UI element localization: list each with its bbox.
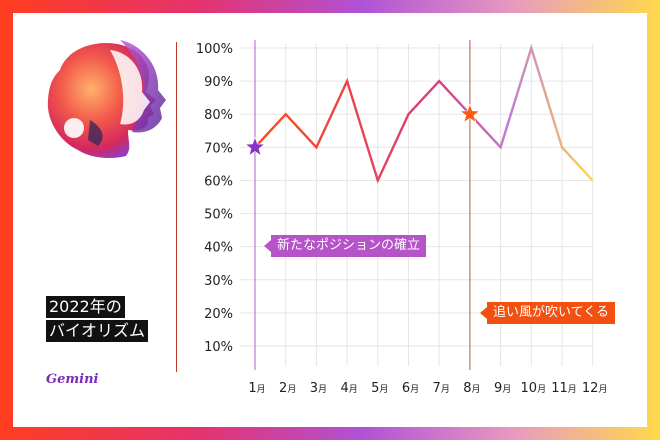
y-tick-label: 20% bbox=[204, 307, 233, 322]
y-tick-label: 70% bbox=[204, 141, 233, 156]
callout-new-position: 新たなポジションの確立 bbox=[263, 235, 427, 257]
title-line-1: 2022年の bbox=[46, 296, 125, 318]
x-tick-label: 11月 bbox=[551, 381, 577, 396]
x-tick-label: 9月 bbox=[494, 381, 511, 396]
star-marker bbox=[244, 136, 266, 157]
y-tick-label: 80% bbox=[204, 108, 233, 123]
data-point bbox=[315, 146, 317, 148]
y-tick-label: 10% bbox=[204, 340, 233, 355]
callout-tailwind: 追い風が吹いてくる bbox=[480, 302, 615, 324]
y-tick-label: 60% bbox=[204, 174, 233, 189]
chart-title-block: 2022年の バイオリズム bbox=[46, 296, 149, 344]
data-point bbox=[530, 47, 532, 49]
star-marker bbox=[459, 103, 481, 124]
brand-logo: Gemini bbox=[46, 372, 99, 387]
data-point bbox=[346, 80, 348, 82]
x-axis-ticks: 1月 2月 3月 4月 5月 6月 7月 8月 9月 10月 11月 12月 bbox=[248, 381, 607, 396]
y-axis-ticks: 10% 20% 30% 40% 50% 60% 70% 80% 90% 100% bbox=[196, 42, 233, 355]
x-tick-label: 4月 bbox=[340, 381, 357, 396]
x-tick-label: 8月 bbox=[463, 381, 480, 396]
data-point bbox=[561, 146, 563, 148]
y-tick-label: 50% bbox=[204, 208, 233, 223]
data-point bbox=[499, 146, 501, 148]
y-tick-label: 100% bbox=[196, 42, 233, 57]
x-tick-label: 6月 bbox=[402, 381, 419, 396]
data-point bbox=[438, 80, 440, 82]
x-tick-label: 5月 bbox=[371, 381, 388, 396]
vertical-divider bbox=[176, 42, 177, 372]
data-point bbox=[407, 113, 409, 115]
x-tick-label: 2月 bbox=[279, 381, 296, 396]
x-tick-label: 3月 bbox=[310, 381, 327, 396]
x-tick-label: 12月 bbox=[582, 381, 608, 396]
data-point bbox=[592, 179, 594, 181]
y-tick-label: 40% bbox=[204, 241, 233, 256]
y-tick-label: 30% bbox=[204, 274, 233, 289]
series-line-biorhythm bbox=[254, 43, 594, 184]
data-point bbox=[285, 113, 287, 115]
x-tick-label: 7月 bbox=[433, 381, 450, 396]
x-tick-label: 1月 bbox=[248, 381, 265, 396]
y-tick-label: 90% bbox=[204, 75, 233, 90]
data-point bbox=[377, 179, 379, 181]
x-tick-label: 10月 bbox=[521, 381, 547, 396]
title-line-2: バイオリズム bbox=[46, 320, 149, 342]
